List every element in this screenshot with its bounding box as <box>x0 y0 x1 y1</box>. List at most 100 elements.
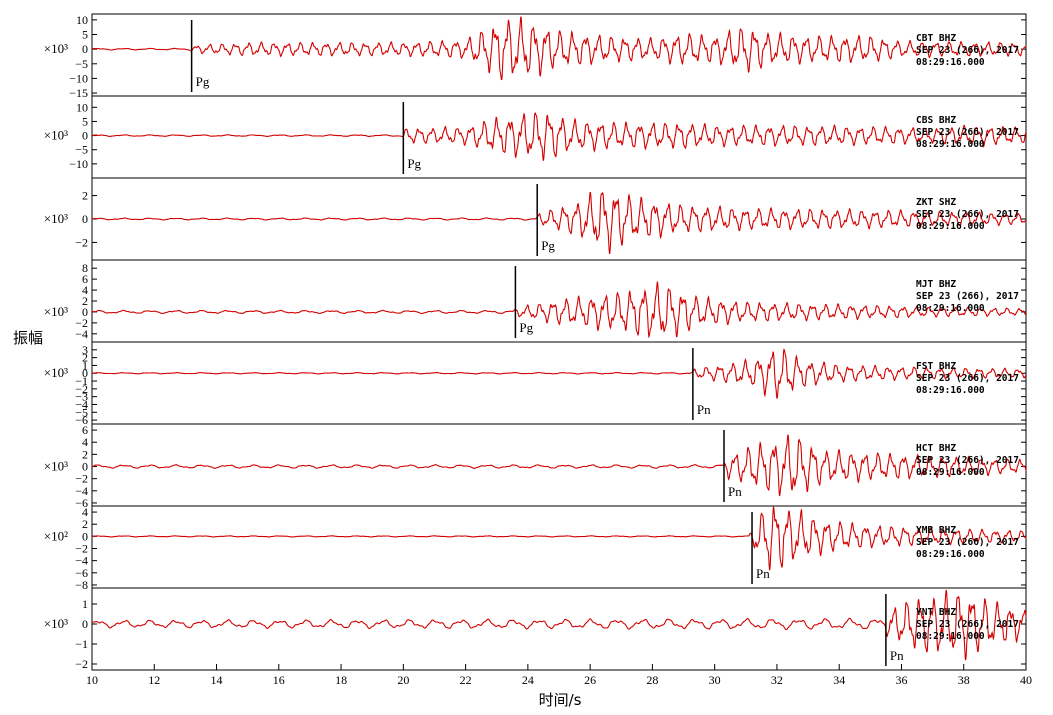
y-tick-label: −10 <box>69 157 88 171</box>
phase-pick-label: Pg <box>407 156 421 171</box>
x-tick-label: 30 <box>709 673 721 687</box>
waveform-trace <box>91 589 1027 661</box>
panel-frame <box>91 505 1027 589</box>
station-label: 08:29:16.000 <box>916 467 985 478</box>
panel-frame <box>91 259 1027 343</box>
phase-pick-label: Pn <box>728 484 742 499</box>
x-tick-label: 38 <box>958 673 970 687</box>
y-scale-label: ×10² <box>44 528 68 543</box>
y-tick-label: 6 <box>82 272 88 286</box>
y-tick-label: −4 <box>75 397 88 411</box>
x-tick-label: 16 <box>273 673 285 687</box>
waveform-trace <box>92 348 1027 399</box>
y-tick-label: 0 <box>82 212 88 226</box>
y-scale-label: ×10³ <box>44 41 68 56</box>
phase-pick-label: Pn <box>756 566 770 581</box>
x-tick-label: 34 <box>833 673 845 687</box>
y-tick-label: 1 <box>82 358 88 372</box>
y-tick-label: 6 <box>82 423 88 437</box>
y-tick-label: 4 <box>82 435 88 449</box>
x-tick-label: 20 <box>397 673 409 687</box>
y-scale-label: ×10³ <box>44 459 68 474</box>
y-tick-label: 3 <box>82 343 88 357</box>
y-tick-label: −1 <box>75 374 88 388</box>
y-tick-label: 10 <box>76 100 88 114</box>
y-tick-label: 1 <box>82 597 88 611</box>
x-tick-label: 14 <box>211 673 223 687</box>
y-tick-label: 10 <box>76 13 88 27</box>
x-tick-label: 40 <box>1020 673 1032 687</box>
y-tick-label: −5 <box>75 143 88 157</box>
panel-frame <box>91 13 1027 97</box>
y-tick-label: −4 <box>75 554 88 568</box>
station-label: CBS BHZ <box>916 115 956 126</box>
x-tick-label: 32 <box>771 673 783 687</box>
station-label: ZKT SHZ <box>916 197 956 208</box>
station-label: SEP 23 (266), 2017 <box>916 127 1019 138</box>
phase-pick-label: Pn <box>697 402 711 417</box>
y-tick-label: −3 <box>75 390 88 404</box>
station-label: 08:29:16.000 <box>916 549 985 560</box>
y-tick-label: 0 <box>82 617 88 631</box>
x-tick-label: 26 <box>584 673 596 687</box>
x-tick-label: 22 <box>460 673 472 687</box>
y-scale-label: ×10³ <box>44 211 68 226</box>
station-label: SEP 23 (266), 2017 <box>916 455 1019 466</box>
panel-frame <box>91 95 1027 179</box>
station-label: SEP 23 (266), 2017 <box>916 209 1019 220</box>
y-tick-label: 8 <box>82 261 88 275</box>
y-tick-label: −2 <box>75 542 88 556</box>
station-label: SEP 23 (266), 2017 <box>916 537 1019 548</box>
x-axis-title: 时间/s <box>539 691 582 709</box>
y-tick-label: −5 <box>75 405 88 419</box>
y-tick-label: 0 <box>82 305 88 319</box>
x-tick-label: 28 <box>646 673 658 687</box>
y-tick-label: −2 <box>75 472 88 486</box>
y-scale-label: ×10³ <box>44 616 68 631</box>
waveform-trace <box>92 191 1027 254</box>
y-tick-label: −5 <box>75 57 88 71</box>
y-scale-label: ×10³ <box>44 365 68 380</box>
y-tick-label: 4 <box>82 505 88 519</box>
x-tick-label: 36 <box>895 673 907 687</box>
y-axis-title: 振幅 <box>13 329 43 347</box>
station-label: 08:29:16.000 <box>916 385 985 396</box>
y-tick-label: −6 <box>75 496 88 510</box>
waveform-trace <box>92 505 1027 571</box>
y-tick-label: −6 <box>75 413 88 427</box>
x-tick-label: 18 <box>335 673 347 687</box>
waveform-trace <box>91 16 1027 81</box>
y-tick-label: −8 <box>75 578 88 592</box>
y-tick-label: 0 <box>82 460 88 474</box>
y-tick-label: 4 <box>82 283 88 297</box>
station-label: 08:29:16.000 <box>916 139 985 150</box>
phase-pick-label: Pg <box>196 74 210 89</box>
y-scale-label: ×10³ <box>44 304 68 319</box>
waveform-trace <box>91 281 1027 339</box>
y-tick-label: 2 <box>82 447 88 461</box>
x-tick-label: 12 <box>148 673 160 687</box>
station-label: SEP 23 (266), 2017 <box>916 619 1019 630</box>
station-label: CBT BHZ <box>916 33 956 44</box>
phase-pick-label: Pg <box>541 238 555 253</box>
station-label: SEP 23 (266), 2017 <box>916 373 1019 384</box>
y-tick-label: 5 <box>82 114 88 128</box>
y-tick-label: 2 <box>82 189 88 203</box>
x-axis: 10 12 14 16 18 20 22 24 26 28 30 32 34 36 38 40 <box>86 664 1032 687</box>
panel-frame <box>91 341 1027 425</box>
station-label: 08:29:16.000 <box>916 57 985 68</box>
waveform-trace <box>91 434 1027 497</box>
panel-frame <box>91 587 1027 671</box>
y-tick-label: 0 <box>82 129 88 143</box>
y-tick-label: −2 <box>75 235 88 249</box>
phase-pick-label: Pn <box>890 648 904 663</box>
y-tick-label: −4 <box>75 484 88 498</box>
y-tick-label: 0 <box>82 42 88 56</box>
x-tick-label: 10 <box>86 673 98 687</box>
